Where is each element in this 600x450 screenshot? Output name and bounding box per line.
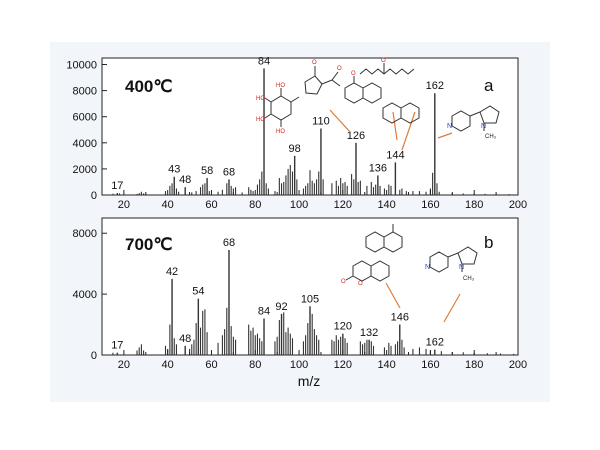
x-axis-label: m/z xyxy=(298,373,321,389)
x-tick-label: 120 xyxy=(334,359,352,371)
x-tick-label: 80 xyxy=(249,359,261,371)
y-tick-label: 8000 xyxy=(73,228,97,240)
structure-polyphenol xyxy=(264,88,300,127)
x-tick-label: 120 xyxy=(334,199,352,211)
y-tick-label: 0 xyxy=(91,350,97,362)
peak-label-mz-162: 162 xyxy=(426,80,444,92)
peak-label-mz-162: 162 xyxy=(426,337,444,349)
peak-label-mz-92: 92 xyxy=(275,301,287,313)
panel-b-peak-labels: 17 42 48 54 68 84 92 105 120 132 146 162 xyxy=(111,237,444,352)
x-tick-label: 60 xyxy=(205,359,217,371)
y-tick-label: 4000 xyxy=(73,289,97,301)
structure-ester-chain xyxy=(359,63,415,75)
structure-nicotine-b xyxy=(429,246,478,273)
panel-b-x-axis: 20 40 60 80 100 120 140 160 180 200 xyxy=(101,350,527,371)
nitrogen-label: N xyxy=(447,123,452,130)
peak-label-mz-58: 58 xyxy=(201,165,213,177)
oxygen-label: O xyxy=(312,60,317,66)
panel-a-y-axis: 0 2000 4000 6000 8000 10000 xyxy=(66,60,107,202)
x-tick-label: 140 xyxy=(377,359,395,371)
panel-a-leader-lines xyxy=(329,109,453,151)
x-tick-label: 160 xyxy=(421,199,439,211)
peak-label-mz-42: 42 xyxy=(166,266,178,278)
nitrogen-label: N xyxy=(459,264,464,271)
peak-label-mz-48: 48 xyxy=(179,174,191,186)
hydroxyl-label: HO xyxy=(276,83,285,89)
oxygen-label: O xyxy=(351,71,356,77)
structure-methyltetralin xyxy=(365,224,403,253)
panel-a-spectrum-bars xyxy=(112,68,510,195)
peak-label-mz-105: 105 xyxy=(301,293,319,305)
peak-label-mz-110: 110 xyxy=(312,115,330,127)
peak-label-mz-68: 68 xyxy=(223,237,235,249)
y-tick-label: 8000 xyxy=(73,86,97,98)
panel-a-x-axis: 20 40 60 80 100 120 140 160 180 200 xyxy=(101,190,527,211)
x-tick-label: 100 xyxy=(290,199,308,211)
x-tick-label: 180 xyxy=(465,359,483,371)
oxygen-label: O xyxy=(337,66,342,72)
x-tick-label: 180 xyxy=(465,199,483,211)
peak-label-mz-146: 146 xyxy=(391,312,409,324)
peak-label-mz-84: 84 xyxy=(258,55,270,67)
oxygen-label: O xyxy=(358,281,363,287)
hydroxyl-label: HO xyxy=(256,117,265,123)
nitrogen-label: N xyxy=(481,123,486,130)
y-tick-label: 6000 xyxy=(73,112,97,124)
y-tick-label: 0 xyxy=(91,190,97,202)
hydroxyl-label: HO xyxy=(256,96,265,102)
panel-b-y-axis: 0 4000 8000 xyxy=(73,228,107,362)
peak-label-mz-84: 84 xyxy=(258,305,270,317)
x-tick-label: 200 xyxy=(509,199,527,211)
x-tick-label: 200 xyxy=(509,359,527,371)
structure-acetyl-heterocycle xyxy=(304,66,341,95)
y-tick-label: 10000 xyxy=(66,60,97,72)
x-tick-label: 20 xyxy=(118,359,130,371)
peak-label-mz-144: 144 xyxy=(386,149,404,161)
structure-nicotine-a xyxy=(451,105,500,132)
panel-b-title: 700℃ xyxy=(125,235,172,254)
panel-a-400c: 0 2000 4000 6000 8000 10000 20 40 60 80 100 120 140… xyxy=(66,55,527,211)
structure-dihydronaphthalene xyxy=(382,102,420,124)
peak-label-mz-98: 98 xyxy=(289,143,301,155)
panel-b-700c: 0 4000 8000 20 40 60 80 100 120 140 160 180 200 17 4… xyxy=(73,217,527,371)
y-tick-label: 2000 xyxy=(73,164,97,176)
panel-a-title: 400℃ xyxy=(125,77,172,96)
x-tick-label: 140 xyxy=(377,199,395,211)
peak-label-mz-120: 120 xyxy=(334,321,352,333)
panel-b-leader-lines xyxy=(385,282,461,323)
peak-label-mz-54: 54 xyxy=(192,286,204,298)
peak-label-mz-132: 132 xyxy=(360,327,378,339)
x-tick-label: 160 xyxy=(421,359,439,371)
peak-label-mz-68: 68 xyxy=(223,166,235,178)
peak-label-mz-136: 136 xyxy=(369,162,387,174)
x-tick-label: 20 xyxy=(118,199,130,211)
oxygen-label: O xyxy=(381,58,386,64)
methyl-label: CH₃ xyxy=(463,276,475,282)
x-tick-label: 40 xyxy=(162,199,174,211)
nitrogen-label: N xyxy=(425,264,430,271)
peak-label-mz-126: 126 xyxy=(347,130,365,142)
x-tick-label: 80 xyxy=(249,199,261,211)
x-tick-label: 60 xyxy=(205,199,217,211)
peak-label-mz-17: 17 xyxy=(111,180,123,192)
peak-label-mz-48: 48 xyxy=(179,333,191,345)
peak-label-mz-17: 17 xyxy=(111,340,123,352)
panel-a-letter: a xyxy=(484,76,494,95)
oxygen-label: O xyxy=(341,279,346,285)
structure-naphthol xyxy=(344,76,382,104)
methyl-label: CH₃ xyxy=(485,134,497,140)
panel-b-letter: b xyxy=(484,233,493,252)
structure-coumarin xyxy=(345,260,390,282)
y-tick-label: 4000 xyxy=(73,138,97,150)
peak-label-mz-43: 43 xyxy=(168,164,180,176)
x-tick-label: 40 xyxy=(162,359,174,371)
x-tick-label: 100 xyxy=(290,359,308,371)
hydroxyl-label: HO xyxy=(276,129,285,135)
